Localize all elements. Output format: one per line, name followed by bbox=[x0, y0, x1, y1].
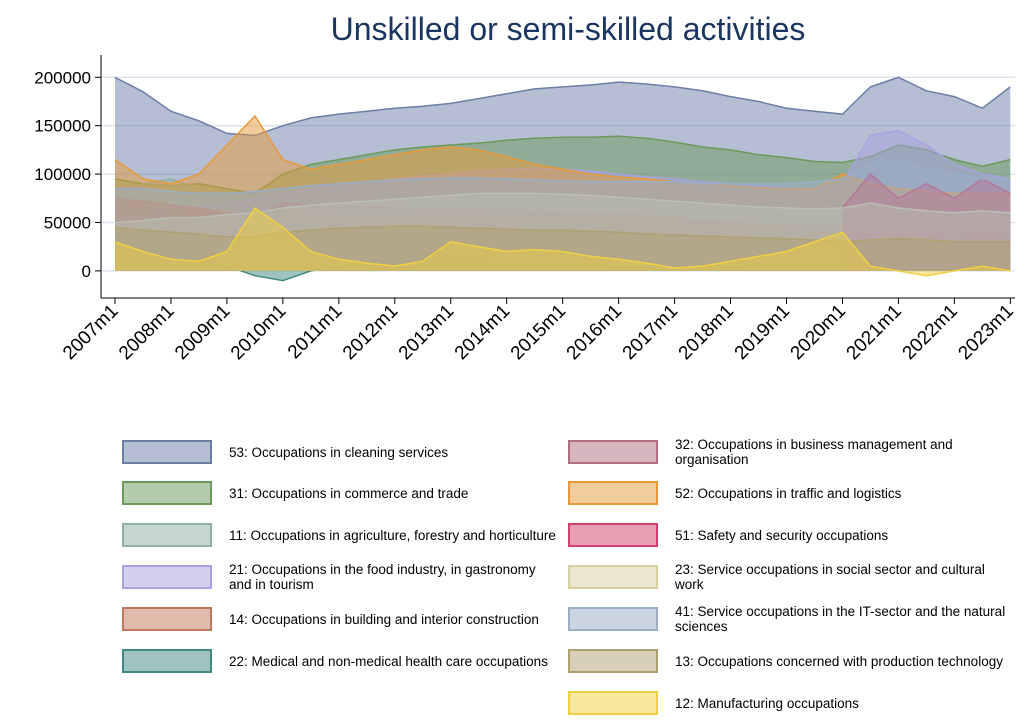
legend-label: 53: Occupations in cleaning services bbox=[229, 444, 449, 460]
legend-item: 22: Medical and non-medical health care … bbox=[122, 647, 562, 675]
legend-label: 21: Occupations in the food industry, in… bbox=[229, 562, 536, 592]
x-tick-label: 2022m1 bbox=[899, 301, 962, 364]
x-tick-label: 2017m1 bbox=[619, 301, 682, 364]
legend-item: 53: Occupations in cleaning services bbox=[122, 438, 562, 466]
chart-title: Unskilled or semi-skilled activities bbox=[331, 11, 806, 47]
legend-swatch bbox=[568, 607, 658, 631]
legend-label: 51: Safety and security occupations bbox=[675, 527, 889, 543]
y-tick-label: 50000 bbox=[44, 213, 91, 232]
x-tick-label: 2020m1 bbox=[787, 301, 850, 364]
x-tick-label: 2018m1 bbox=[675, 301, 738, 364]
legend-item: 23: Service occupations in social sector… bbox=[568, 562, 1018, 592]
legend-item: 52: Occupations in traffic and logistics bbox=[568, 479, 1018, 507]
legend-label: 31: Occupations in commerce and trade bbox=[229, 485, 469, 501]
legend-swatch bbox=[568, 691, 658, 715]
legend-label: 13: Occupations concerned with productio… bbox=[675, 653, 1003, 669]
legend-swatch bbox=[122, 523, 212, 547]
legend-item: 41: Service occupations in the IT-sector… bbox=[568, 604, 1018, 634]
x-tick-label: 2016m1 bbox=[563, 301, 626, 364]
legend-label: 23: Service occupations in social sector… bbox=[675, 562, 985, 592]
y-tick-label: 0 bbox=[82, 262, 91, 281]
legend-swatch bbox=[568, 481, 658, 505]
x-tick-label: 2008m1 bbox=[115, 301, 178, 364]
legend-item: 11: Occupations in agriculture, forestry… bbox=[122, 521, 562, 549]
x-tick-label: 2009m1 bbox=[171, 301, 234, 364]
area-fill bbox=[115, 208, 1011, 276]
x-tick-label: 2014m1 bbox=[451, 301, 514, 364]
legend-swatch bbox=[568, 523, 658, 547]
x-tick-label: 2007m1 bbox=[59, 301, 122, 364]
legend-swatch bbox=[122, 565, 212, 589]
legend-label: 22: Medical and non-medical health care … bbox=[229, 653, 548, 669]
x-tick-label: 2010m1 bbox=[227, 301, 290, 364]
legend-swatch bbox=[568, 565, 658, 589]
x-tick-label: 2015m1 bbox=[507, 301, 570, 364]
x-tick-label: 2011m1 bbox=[284, 301, 346, 363]
legend-swatch bbox=[122, 649, 212, 673]
y-tick-label: 100000 bbox=[34, 165, 91, 184]
legend-label: 14: Occupations in building and interior… bbox=[229, 611, 539, 627]
y-tick-label: 200000 bbox=[34, 68, 91, 87]
legend-swatch bbox=[568, 649, 658, 673]
x-tick-label: 2021m1 bbox=[843, 301, 906, 364]
legend-label: 41: Service occupations in the IT-sector… bbox=[675, 604, 1006, 634]
legend-swatch bbox=[122, 481, 212, 505]
legend-label: 11: Occupations in agriculture, forestry… bbox=[229, 527, 556, 543]
y-tick-label: 150000 bbox=[34, 117, 91, 136]
legend-label: 12: Manufacturing occupations bbox=[675, 695, 859, 711]
legend-swatch bbox=[122, 607, 212, 631]
x-tick-label: 2019m1 bbox=[731, 301, 794, 364]
legend-swatch bbox=[122, 440, 212, 464]
legend-item: 13: Occupations concerned with productio… bbox=[568, 647, 1018, 675]
legend-label: 52: Occupations in traffic and logistics bbox=[675, 485, 902, 501]
legend-item: 12: Manufacturing occupations bbox=[568, 689, 1018, 717]
legend-item: 32: Occupations in business management a… bbox=[568, 437, 1018, 467]
x-tick-label: 2012m1 bbox=[339, 301, 402, 364]
x-tick-label: 2013m1 bbox=[395, 301, 458, 364]
legend-item: 31: Occupations in commerce and trade bbox=[122, 479, 562, 507]
legend-swatch bbox=[568, 440, 658, 464]
area-line bbox=[115, 158, 1011, 195]
legend-item: 51: Safety and security occupations bbox=[568, 521, 1018, 549]
legend-item: 21: Occupations in the food industry, in… bbox=[122, 562, 562, 592]
x-tick-label: 2023m1 bbox=[954, 301, 1017, 364]
legend-label: 32: Occupations in business management a… bbox=[675, 437, 953, 467]
area-line bbox=[114, 206, 1011, 277]
legend-item: 14: Occupations in building and interior… bbox=[122, 605, 562, 633]
